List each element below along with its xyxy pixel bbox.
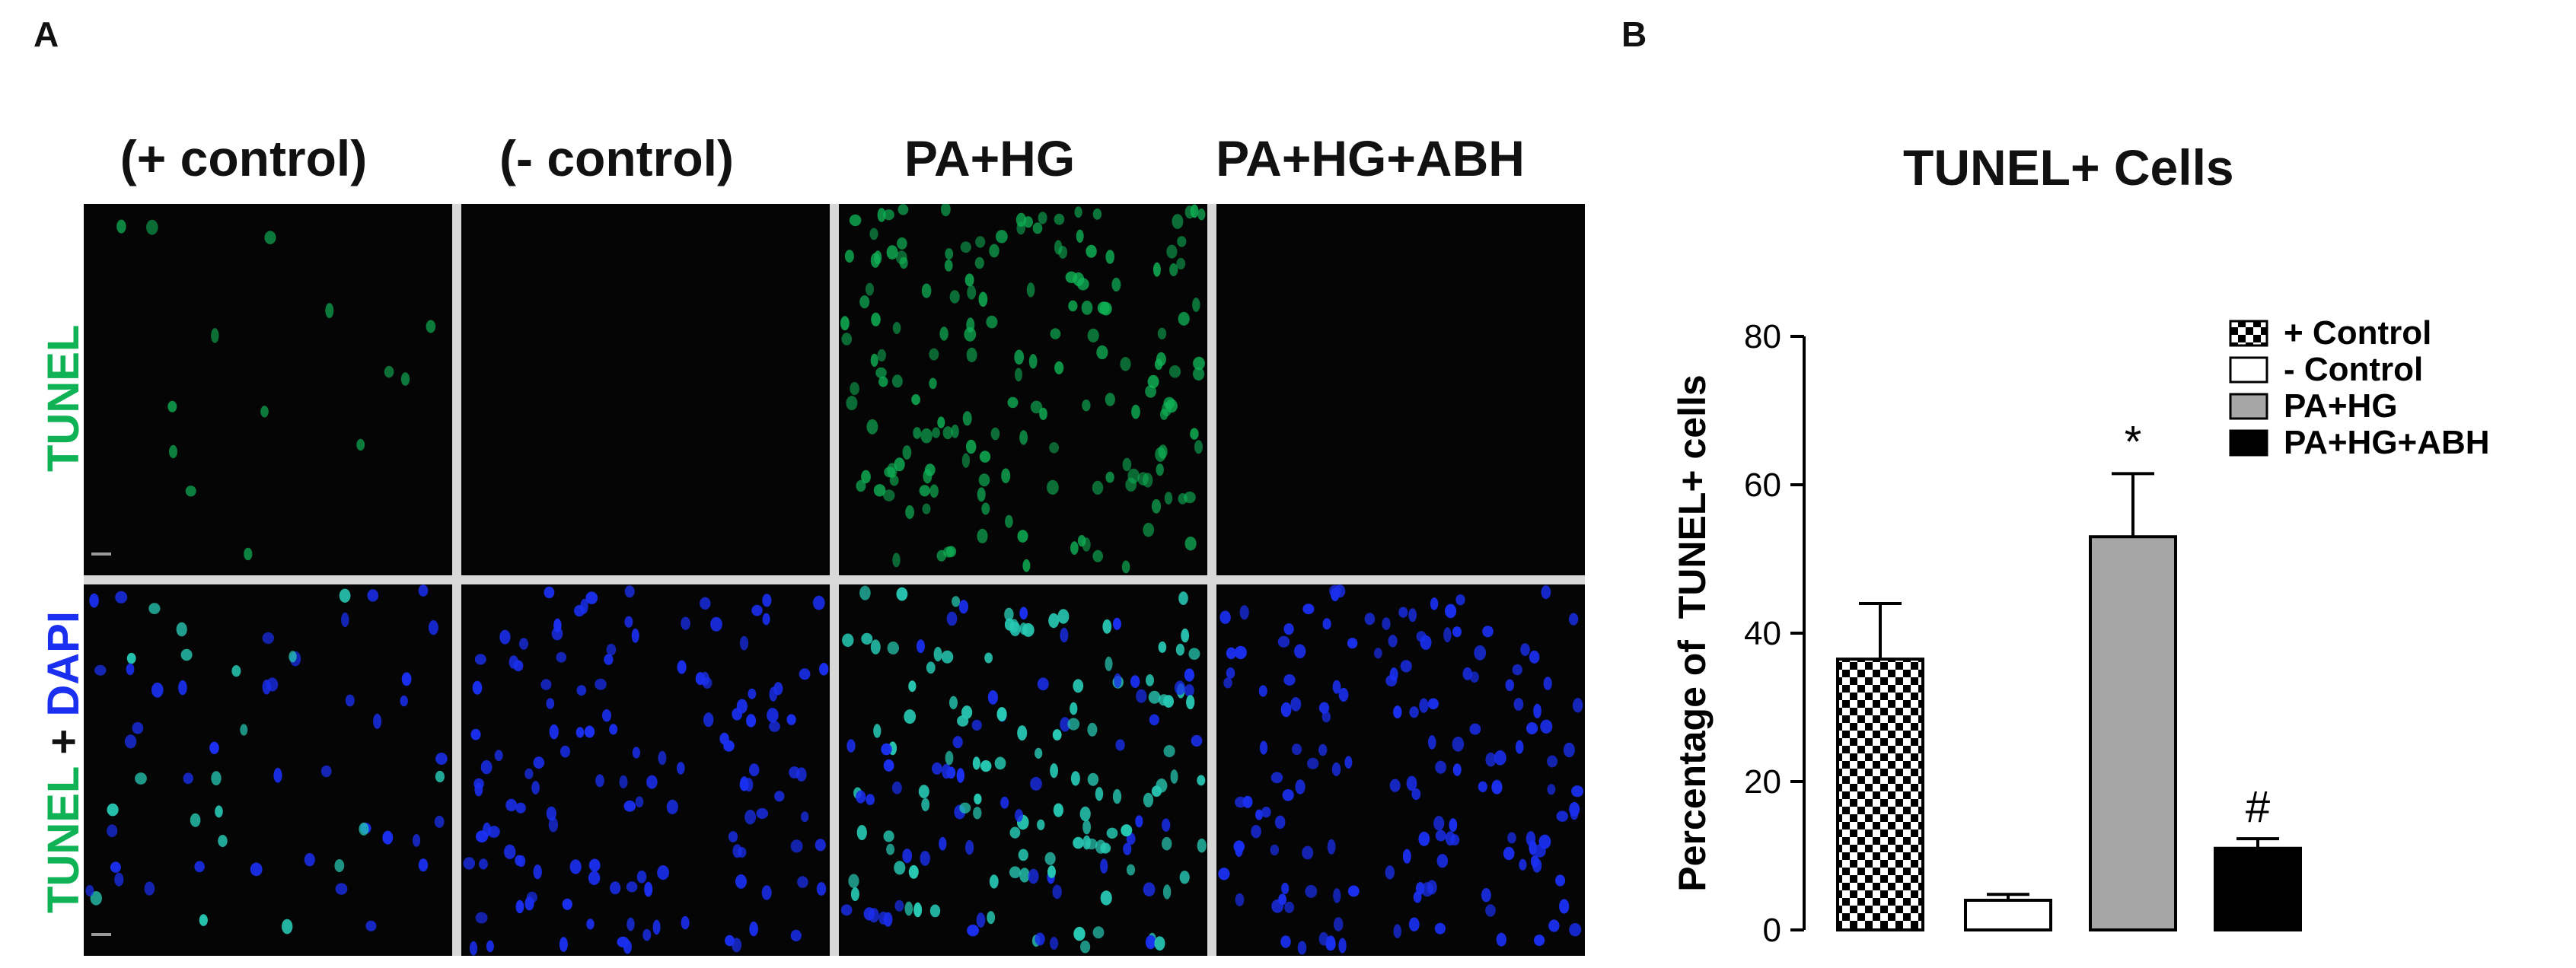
column-label-neg-control: (- control) bbox=[499, 130, 734, 186]
micrograph-merge-neg-control bbox=[461, 584, 830, 956]
micrograph-grid bbox=[84, 204, 1585, 956]
column-label-pa-hg-abh: PA+HG+ABH bbox=[1216, 130, 1525, 186]
legend-label: + Control bbox=[2284, 314, 2431, 352]
panel-label-b: B bbox=[1621, 14, 1647, 54]
micrograph-merge-pa-hg bbox=[839, 584, 1207, 956]
micrograph-tunel-pos-control bbox=[84, 204, 452, 575]
row-label-merge-plus: + bbox=[39, 716, 88, 767]
y-tick-label: 20 bbox=[1744, 763, 1781, 801]
column-label-pa-hg: PA+HG bbox=[904, 130, 1076, 186]
y-tick-label: 40 bbox=[1744, 615, 1781, 652]
bar-chart: 0 20 40 60 80 Percentage of TUNEL+ cells * # + C… bbox=[1671, 314, 2490, 949]
significance-mark: # bbox=[2246, 782, 2270, 832]
micrograph-merge-pos-control bbox=[84, 584, 452, 956]
significance-mark: * bbox=[2125, 417, 2142, 466]
legend-swatch bbox=[2229, 320, 2268, 347]
y-tick-label: 60 bbox=[1744, 466, 1781, 504]
bar-2 bbox=[1964, 899, 2052, 931]
y-tick-label: 80 bbox=[1744, 318, 1781, 355]
legend-swatch bbox=[2229, 429, 2268, 457]
scale-bar bbox=[91, 933, 111, 936]
row-label-merge-tunel: TUNEL bbox=[39, 766, 88, 913]
micrograph-tunel-neg-control bbox=[461, 204, 830, 575]
micrograph-tunel-pa-hg-abh bbox=[1216, 204, 1585, 575]
bar-1 bbox=[1836, 658, 1924, 931]
legend-swatch bbox=[2229, 393, 2268, 420]
scale-bar bbox=[91, 552, 111, 556]
row-label-tunel-text: TUNEL bbox=[39, 324, 88, 472]
y-axis-title: Percentage of TUNEL+ cells bbox=[1671, 374, 1714, 891]
row-label-tunel: TUNEL bbox=[38, 325, 89, 472]
row-label-merge-dapi: DAPI bbox=[39, 611, 88, 717]
legend-label: PA+HG bbox=[2284, 387, 2398, 425]
column-label-pos-control: (+ control) bbox=[120, 130, 368, 186]
micrograph-tunel-pa-hg bbox=[839, 204, 1207, 575]
row-label-merge: TUNEL + DAPI bbox=[38, 611, 89, 913]
y-tick-label: 0 bbox=[1763, 912, 1781, 949]
bar-4 bbox=[2214, 846, 2302, 931]
bar-3 bbox=[2089, 535, 2177, 931]
panel-label-a: A bbox=[33, 14, 59, 54]
micrograph-merge-pa-hg-abh bbox=[1216, 584, 1585, 956]
legend-swatch bbox=[2229, 356, 2268, 384]
legend-label: PA+HG+ABH bbox=[2284, 424, 2490, 461]
legend-label: - Control bbox=[2284, 351, 2423, 388]
chart-title: TUNEL+ Cells bbox=[1903, 139, 2234, 196]
